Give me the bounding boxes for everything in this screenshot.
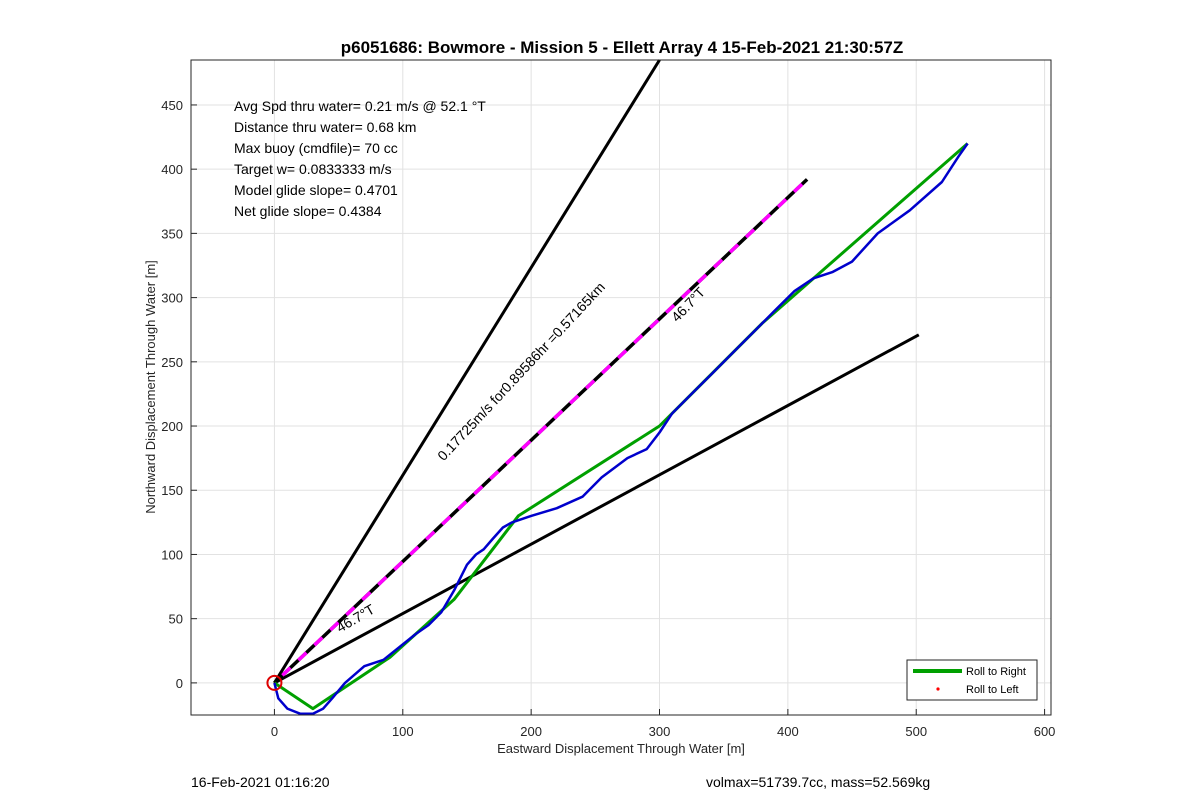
ticks: 0 100 200 300 400 500 600 0 50 100 150 200 250 300 350… [161, 98, 1055, 739]
x-tick-label: 0 [271, 724, 278, 739]
y-tick-label: 400 [161, 162, 183, 177]
axes-box [190, 59, 1052, 716]
annotation-line: Max buoy (cmdfile)= 70 cc [234, 140, 398, 156]
current-vector-dashes [273, 178, 809, 685]
legend: Roll to Right Roll to Left [906, 659, 1038, 701]
glider-track-line [273, 142, 969, 715]
traces [266, 59, 969, 715]
x-tick-label: 400 [777, 724, 799, 739]
annotation-line: Target w= 0.0833333 m/s [234, 161, 392, 177]
annotation-line: Net glide slope= 0.4384 [234, 203, 382, 219]
legend-swatch-roll-left [936, 687, 940, 691]
x-tick-label: 200 [520, 724, 542, 739]
legend-label-roll-right: Roll to Right [966, 666, 1026, 678]
annotation-line: Avg Spd thru water= 0.21 m/s @ 52.1 °T [234, 98, 486, 114]
y-tick-label: 350 [161, 226, 183, 241]
x-tick-label: 100 [392, 724, 414, 739]
annotation-line: Distance thru water= 0.68 km [234, 119, 416, 135]
y-tick-label: 200 [161, 419, 183, 434]
x-tick-label: 300 [649, 724, 671, 739]
stats-annotations: Avg Spd thru water= 0.21 m/s @ 52.1 °T Di… [234, 98, 486, 219]
x-tick-label: 600 [1034, 724, 1056, 739]
start-marker [266, 674, 283, 691]
y-tick-label: 0 [176, 676, 183, 691]
legend-label-roll-left: Roll to Left [966, 684, 1019, 696]
y-axis-label: Northward Displacement Through Water [m] [143, 260, 158, 514]
x-axis-label: Eastward Displacement Through Water [m] [497, 741, 745, 756]
chart-title: p6051686: Bowmore - Mission 5 - Ellett A… [341, 38, 904, 57]
y-tick-label: 50 [169, 612, 183, 627]
legend-box [906, 659, 1038, 701]
annotation-line: Model glide slope= 0.4701 [234, 182, 398, 198]
y-tick-label: 300 [161, 291, 183, 306]
x-tick-label: 500 [905, 724, 927, 739]
y-tick-label: 100 [161, 547, 183, 562]
footer-volmax-mass: volmax=51739.7cc, mass=52.569kg [706, 774, 931, 790]
upper-bound-line [273, 59, 661, 684]
y-tick-label: 450 [161, 98, 183, 113]
plot-area [191, 60, 1051, 715]
lower-bound-line [273, 333, 920, 685]
grid [191, 60, 1051, 715]
footer-timestamp: 16-Feb-2021 01:16:20 [191, 774, 330, 790]
y-tick-label: 150 [161, 483, 183, 498]
y-tick-label: 250 [161, 355, 183, 370]
